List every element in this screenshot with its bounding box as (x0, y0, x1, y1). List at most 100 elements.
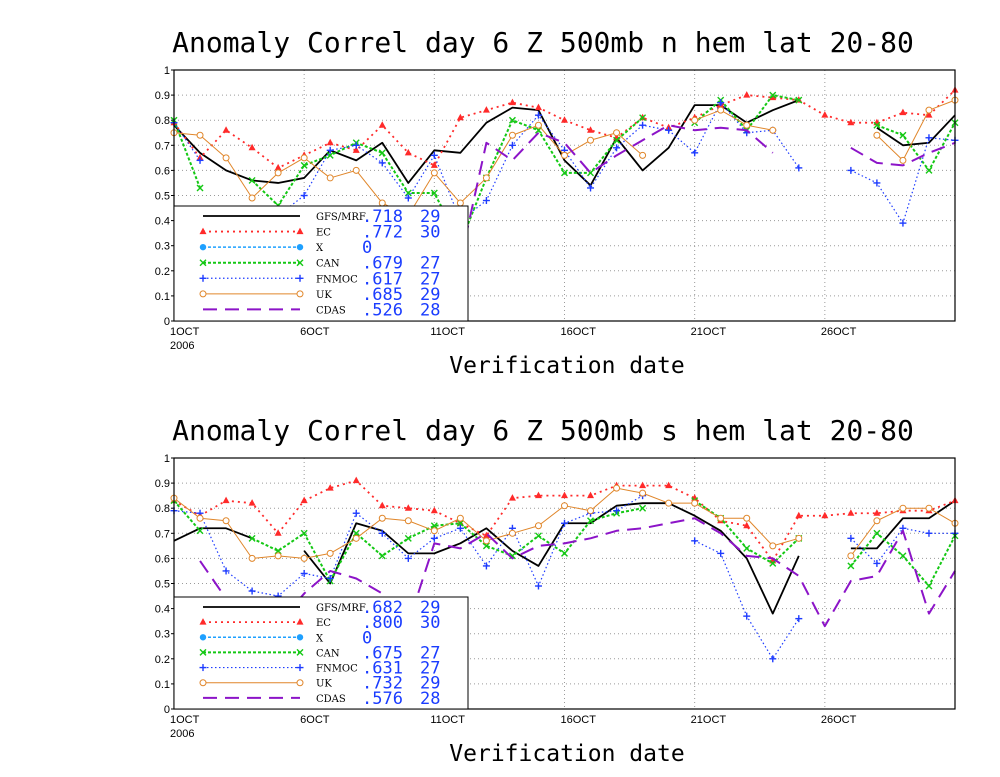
legend-item-cdas: CDAS .576 28 (203, 689, 440, 709)
legend-count: 27 (420, 643, 440, 663)
data-point-can-stroke-b (873, 121, 881, 129)
data-point-uk (561, 502, 568, 510)
x-tick-label: 11OCT (430, 326, 465, 338)
legend-name: FNMOC (316, 274, 358, 285)
legend-score: .800 (362, 613, 403, 633)
data-point-ec (248, 499, 256, 506)
y-tick-label: 0.5 (155, 191, 170, 203)
data-point-can-stroke-b (404, 189, 412, 197)
series-fnmoc (170, 492, 959, 663)
data-point-fnmoc (691, 149, 699, 157)
legend-name: EC (316, 228, 331, 239)
legend-marker-can (296, 648, 304, 656)
data-point-ec (847, 118, 855, 126)
y-tick-label: 0.6 (155, 165, 170, 177)
y-tick-label: 0.1 (155, 679, 170, 691)
data-point-uk (587, 136, 595, 144)
data-point-uk (352, 166, 360, 174)
data-point-uk (196, 514, 204, 522)
legend-marker-uk (296, 679, 304, 687)
data-point-ec (534, 491, 542, 499)
y-tick-label: 0 (164, 316, 170, 328)
legend-name: CAN (316, 648, 340, 659)
legend-score: .679 (362, 254, 403, 274)
legend-count: 29 (420, 674, 440, 694)
data-point-can (899, 131, 907, 139)
legend-marker-ec (296, 227, 304, 235)
data-point-can-stroke-b (639, 114, 647, 122)
data-point-can (873, 121, 881, 129)
data-point-can-stroke-b (587, 169, 595, 177)
data-point-fnmoc (378, 159, 386, 167)
data-point-can-stroke-b (639, 504, 647, 512)
data-point-uk (925, 106, 933, 114)
data-point-fnmoc (665, 126, 673, 134)
data-point-ec (587, 491, 595, 499)
series-line-can (173, 500, 201, 532)
data-point-can-stroke-b (482, 542, 490, 550)
data-point-fnmoc (430, 151, 438, 159)
series-line-can (251, 507, 643, 582)
data-point-uk (691, 499, 699, 507)
data-point-can (300, 161, 308, 169)
data-point-can (925, 582, 933, 590)
data-point-ec (404, 504, 412, 511)
data-point-ec (222, 496, 230, 504)
legend-count: 28 (420, 300, 440, 320)
data-point-fnmoc (326, 574, 334, 582)
series-line-uk (173, 124, 643, 217)
series-uk (170, 484, 959, 562)
data-point-fnmoc (534, 582, 542, 590)
legend-score: .576 (362, 689, 403, 709)
data-point-can (352, 529, 360, 537)
legend-marker-can-stroke-b (296, 259, 304, 267)
legend-score: 0 (362, 238, 372, 258)
data-point-uk (691, 116, 699, 124)
data-point-uk (222, 154, 230, 162)
data-point-fnmoc (300, 569, 308, 577)
data-point-ec (587, 126, 595, 133)
data-point-can-stroke-b (508, 116, 516, 124)
data-point-can (925, 166, 933, 174)
data-point-ec (326, 138, 334, 146)
data-point-fnmoc (925, 134, 933, 142)
legend-marker-x (199, 243, 207, 251)
data-point-ec (847, 509, 855, 516)
series-line-uk (173, 487, 799, 559)
series-line-gfs (850, 499, 956, 550)
legend-count: 28 (420, 689, 440, 709)
y-tick-label: 0.1 (155, 291, 170, 303)
x-tick-year-label: 2006 (170, 340, 194, 352)
data-point-ec (925, 111, 933, 118)
data-point-can-stroke-b (404, 534, 412, 542)
data-point-can (326, 151, 334, 159)
data-point-fnmoc (404, 194, 412, 202)
data-point-ec (482, 531, 490, 539)
data-point-can (404, 189, 412, 197)
data-point-can-stroke-b (430, 189, 438, 197)
series-cdas (199, 517, 956, 628)
data-point-can (196, 527, 204, 535)
data-point-can (378, 149, 386, 157)
data-point-uk (795, 534, 803, 542)
y-tick-label: 0.3 (155, 241, 170, 253)
legend-marker-can-stroke-b (199, 259, 207, 267)
data-point-ec (665, 481, 673, 489)
legend-name: GFS/MRF (316, 212, 366, 223)
legend-score: .526 (362, 300, 403, 320)
x-tick-label: 26OCT (821, 714, 857, 726)
data-point-uk (534, 522, 542, 530)
data-point-can (430, 189, 438, 197)
data-point-fnmoc (743, 612, 751, 620)
data-point-can (743, 544, 751, 552)
legend-score: 0 (362, 628, 372, 648)
x-tick-label: 11OCT (430, 714, 465, 726)
data-point-uk (873, 517, 881, 525)
data-point-uk (717, 106, 725, 114)
data-point-ec (821, 511, 829, 519)
data-point-can (534, 532, 542, 540)
data-point-ec (899, 108, 907, 116)
series-line-can (694, 94, 799, 132)
legend-name: EC (316, 618, 331, 629)
legend-score: .732 (362, 674, 403, 694)
